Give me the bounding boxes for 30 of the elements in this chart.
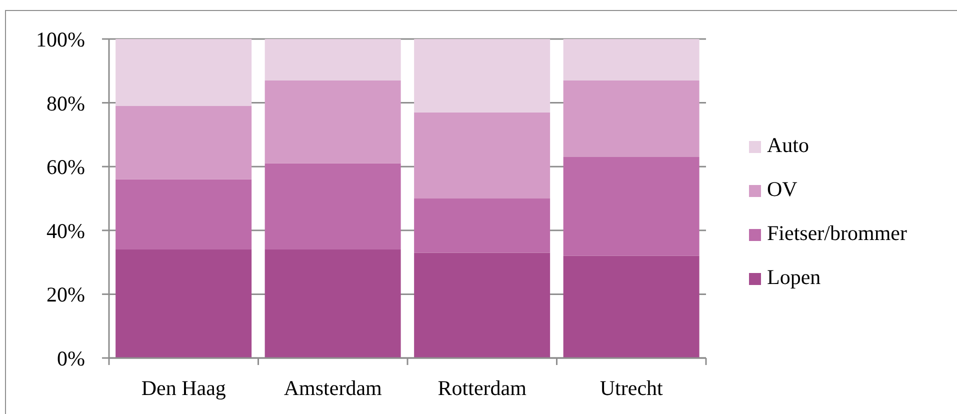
legend-label: OV bbox=[767, 177, 798, 201]
bar bbox=[563, 80, 700, 158]
legend-label: Fietser/brommer bbox=[767, 221, 907, 245]
y-tick-label: 0% bbox=[57, 346, 85, 370]
bar bbox=[264, 80, 401, 164]
y-tick-label: 60% bbox=[46, 155, 85, 180]
x-tick-label: Amsterdam bbox=[284, 376, 382, 400]
bar bbox=[563, 256, 700, 358]
y-tick-label: 40% bbox=[46, 218, 85, 243]
bar bbox=[414, 112, 550, 198]
bar bbox=[264, 250, 401, 358]
y-tick-label: 80% bbox=[46, 91, 85, 116]
y-tick-label: 100% bbox=[36, 27, 85, 52]
bar bbox=[116, 250, 252, 358]
legend-label: Lopen bbox=[767, 265, 821, 289]
bar bbox=[563, 157, 700, 256]
bar bbox=[116, 106, 252, 180]
bar bbox=[414, 198, 550, 253]
x-tick-label: Rotterdam bbox=[438, 376, 526, 400]
bar bbox=[414, 39, 550, 112]
legend-label: Auto bbox=[767, 133, 809, 157]
bar bbox=[116, 39, 252, 106]
bar bbox=[264, 163, 401, 250]
y-tick-label: 20% bbox=[46, 282, 85, 307]
x-tick-label: Den Haag bbox=[141, 376, 226, 400]
bar bbox=[116, 179, 252, 250]
bar bbox=[563, 39, 700, 80]
bar bbox=[414, 252, 550, 358]
x-tick-label: Utrecht bbox=[600, 376, 664, 400]
bar bbox=[264, 39, 401, 80]
